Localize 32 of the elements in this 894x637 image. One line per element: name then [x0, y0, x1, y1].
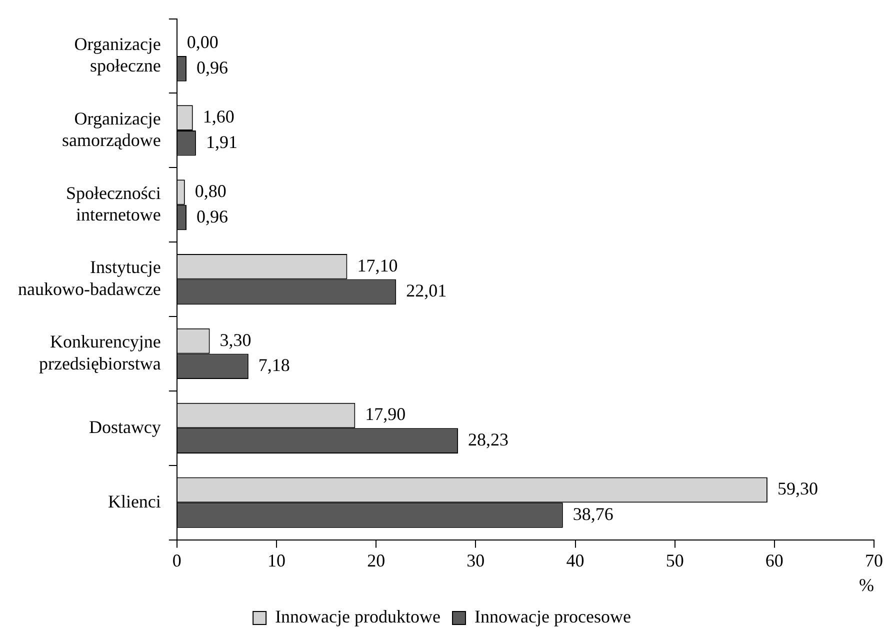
x-tick-label: 10 — [268, 550, 286, 570]
data-label: 22,01 — [406, 280, 447, 301]
data-label: 59,30 — [777, 478, 818, 499]
data-label: 28,23 — [468, 430, 509, 450]
data-label: 17,90 — [365, 404, 406, 424]
data-label: 7,18 — [258, 355, 290, 376]
data-label: 1,60 — [202, 106, 234, 127]
legend-label: Innowacje procesowe — [474, 606, 631, 627]
data-label: 3,30 — [220, 330, 252, 350]
y-tick-label: Dostawcy — [88, 416, 161, 437]
x-tick-label: 0 — [172, 550, 182, 570]
y-tick-label: Społeczności internetowe — [66, 182, 161, 224]
x-tick-label: 70 — [865, 550, 883, 570]
x-tick-label: 30 — [466, 550, 485, 570]
data-label: 38,76 — [572, 504, 614, 524]
data-label: 1,91 — [206, 132, 238, 152]
x-tick-label: 60 — [765, 550, 784, 570]
data-label: 0,96 — [196, 57, 228, 78]
data-label: 17,10 — [357, 255, 398, 276]
y-tick-label: Klienci — [108, 491, 161, 512]
x-tick-label: 50 — [666, 550, 684, 570]
y-tick-label: Konkurencyjne przedsiębiorstwa — [38, 332, 161, 374]
data-label: 0,80 — [194, 180, 226, 201]
x-axis-title: % — [859, 574, 874, 595]
y-tick-label: Organizacje społeczne — [74, 34, 161, 76]
legend-label: Innowacje produktowe — [275, 606, 441, 627]
data-label: 0,96 — [196, 206, 228, 226]
y-tick-label: Organizacje samorządowe — [62, 108, 161, 150]
x-tick-label: 20 — [367, 550, 386, 570]
data-label: 0,00 — [186, 32, 218, 52]
y-tick-label: Instytucje naukowo-badawcze — [18, 257, 161, 299]
x-tick-label: 40 — [566, 550, 584, 570]
